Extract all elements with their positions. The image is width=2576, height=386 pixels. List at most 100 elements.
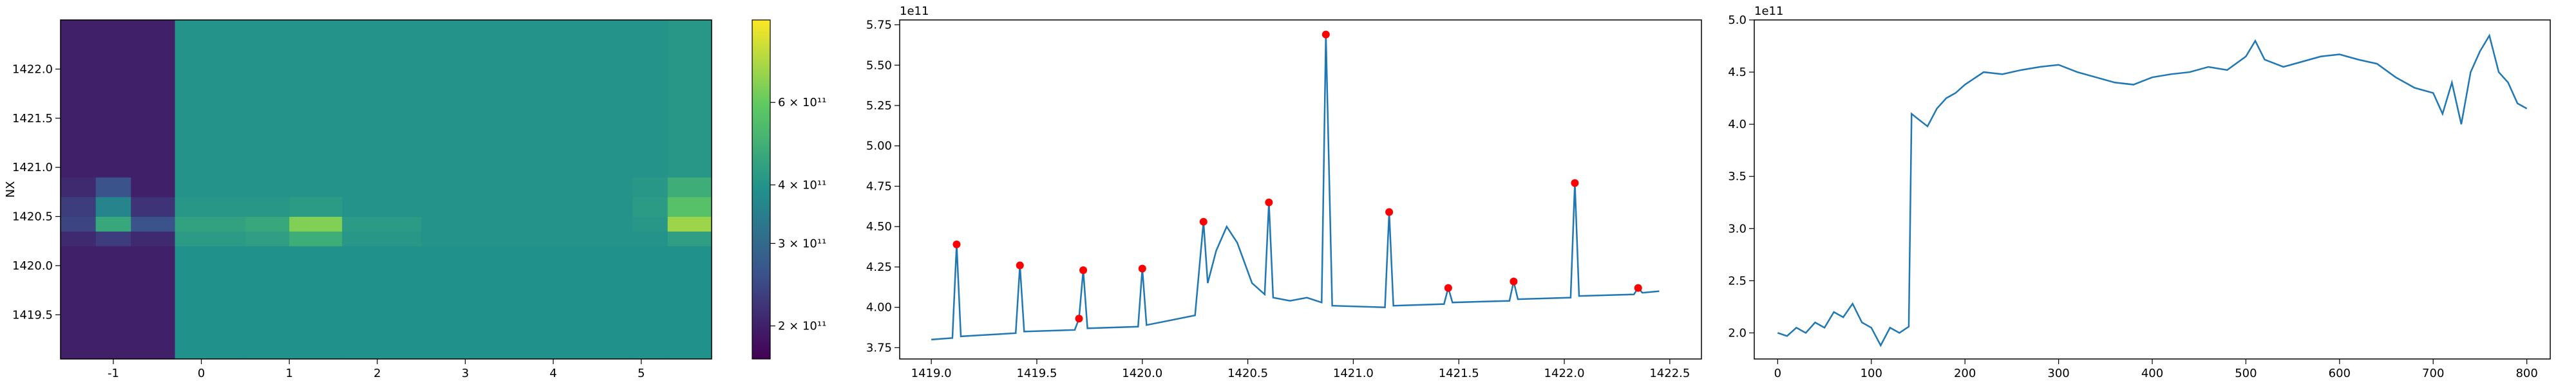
- heatmap-cell: [61, 246, 97, 360]
- heatmap-cell: [95, 177, 131, 198]
- x-tick-label: 1422.0: [1544, 367, 1585, 380]
- y-tick-label: 5.25: [866, 99, 892, 113]
- heatmap-cell: [245, 216, 290, 232]
- heatmap-cell: [421, 246, 510, 360]
- heatmap-cell: [131, 246, 176, 360]
- colorbar-tick-label: 4 × 10¹¹: [778, 178, 826, 192]
- peak-marker: [1634, 284, 1642, 292]
- x-tick-label: 1419.5: [1016, 367, 1057, 380]
- peak-marker: [1075, 315, 1083, 323]
- peak-marker: [1265, 198, 1273, 207]
- peak-marker: [1321, 30, 1330, 39]
- peak-marker: [1510, 277, 1518, 286]
- y-tick-label: 2.5: [1728, 274, 1747, 288]
- axes-frame: [60, 19, 712, 360]
- x-tick-label: -1: [108, 367, 119, 380]
- x-tick-label: 2: [374, 367, 381, 380]
- y-tick-label: 4.50: [866, 220, 892, 234]
- heatmap-cell: [175, 231, 246, 246]
- x-tick-label: 1420.0: [1122, 367, 1162, 380]
- x-tick-label: 500: [2235, 367, 2257, 380]
- heatmap-cell: [95, 246, 131, 360]
- heatmap-cell: [95, 196, 131, 217]
- heatmap-cell: [245, 20, 290, 178]
- x-tick-label: 800: [2515, 367, 2537, 380]
- heatmap-cell: [61, 231, 97, 246]
- heatmap-cell: [342, 231, 422, 246]
- y-offset-label: 1e11: [900, 5, 929, 18]
- y-tick-label: 1419.5: [12, 308, 53, 322]
- peak-marker: [1444, 284, 1452, 292]
- y-axis-label: NX: [4, 181, 17, 198]
- y-tick-label: 4.0: [1728, 118, 1747, 131]
- peak-marker: [952, 240, 961, 248]
- x-tick-label: 1: [285, 367, 292, 380]
- x-tick-label: 1421.5: [1439, 367, 1479, 380]
- y-tick-label: 5.75: [866, 19, 892, 32]
- heatmap-cell: [175, 246, 246, 360]
- heatmap-cell: [342, 20, 422, 178]
- heatmap-cell: [175, 177, 246, 198]
- heatmap-cell: [667, 20, 712, 178]
- peak-marker: [1199, 217, 1208, 226]
- heatmap-cell: [509, 196, 633, 217]
- heatmap-cell: [509, 246, 633, 360]
- x-tick-label: 1421.0: [1333, 367, 1374, 380]
- y-tick-label: 3.75: [866, 341, 892, 354]
- heatmap-cell: [667, 216, 712, 232]
- y-tick-label: 3.5: [1728, 170, 1747, 183]
- colorbar: [752, 19, 771, 360]
- heatmap-cell: [342, 246, 422, 360]
- heatmap-cell: [632, 246, 668, 360]
- x-tick-label: 1420.5: [1227, 367, 1268, 380]
- heatmap-cell: [131, 177, 176, 198]
- heatmap-cell: [421, 231, 510, 246]
- y-tick-label: 4.25: [866, 261, 892, 274]
- x-tick-label: 0: [1774, 367, 1781, 380]
- heatmap-cell: [421, 216, 510, 232]
- y-tick-label: 4.5: [1728, 66, 1747, 79]
- colorbar-tick-label: 6 × 10¹¹: [778, 96, 826, 109]
- peak-marker: [1079, 266, 1088, 274]
- x-tick-label: 700: [2422, 367, 2444, 380]
- heatmap-cell: [289, 177, 343, 198]
- axes-frame: [899, 19, 1702, 360]
- y-tick-label: 1421.0: [12, 161, 53, 174]
- heatmap-cell: [342, 177, 422, 198]
- heatmap-cell: [289, 216, 343, 232]
- y-tick-label: 5.0: [1728, 14, 1747, 27]
- heatmap-cell: [61, 177, 97, 198]
- y-tick-label: 5.00: [866, 140, 892, 153]
- heatmap-cell: [95, 216, 131, 232]
- y-tick-label: 5.50: [866, 59, 892, 72]
- heatmap-cell: [131, 231, 176, 246]
- heatmap-cell: [421, 20, 510, 178]
- line: [931, 34, 1660, 341]
- heatmap-cell: [632, 196, 668, 217]
- heatmap-cell: [421, 196, 510, 217]
- x-tick-label: 300: [2047, 367, 2069, 380]
- heatmap-cell: [632, 216, 668, 232]
- heatmap-cell: [509, 216, 633, 232]
- heatmap-cell: [289, 231, 343, 246]
- y-tick-label: 2.0: [1728, 326, 1747, 340]
- heatmap-cell: [245, 246, 290, 360]
- heatmap-cell: [632, 231, 668, 246]
- y-offset-label: 1e11: [1754, 5, 1783, 18]
- heatmap-cell: [509, 20, 633, 178]
- heatmap-cell: [131, 216, 176, 232]
- heatmap-cell: [95, 231, 131, 246]
- y-tick-label: 1420.5: [12, 210, 53, 224]
- heatmap-cell: [667, 246, 712, 360]
- line: [1777, 33, 2528, 347]
- heatmap-cell: [131, 196, 176, 217]
- heatmap-cell: [509, 177, 633, 198]
- peak-marker: [1385, 208, 1394, 216]
- heatmap-cell: [61, 20, 97, 178]
- heatmap-cell: [632, 177, 668, 198]
- x-tick-label: 0: [198, 367, 205, 380]
- heatmap-cell: [667, 196, 712, 217]
- y-tick-label: 4.00: [866, 301, 892, 315]
- heatmap-cell: [667, 231, 712, 246]
